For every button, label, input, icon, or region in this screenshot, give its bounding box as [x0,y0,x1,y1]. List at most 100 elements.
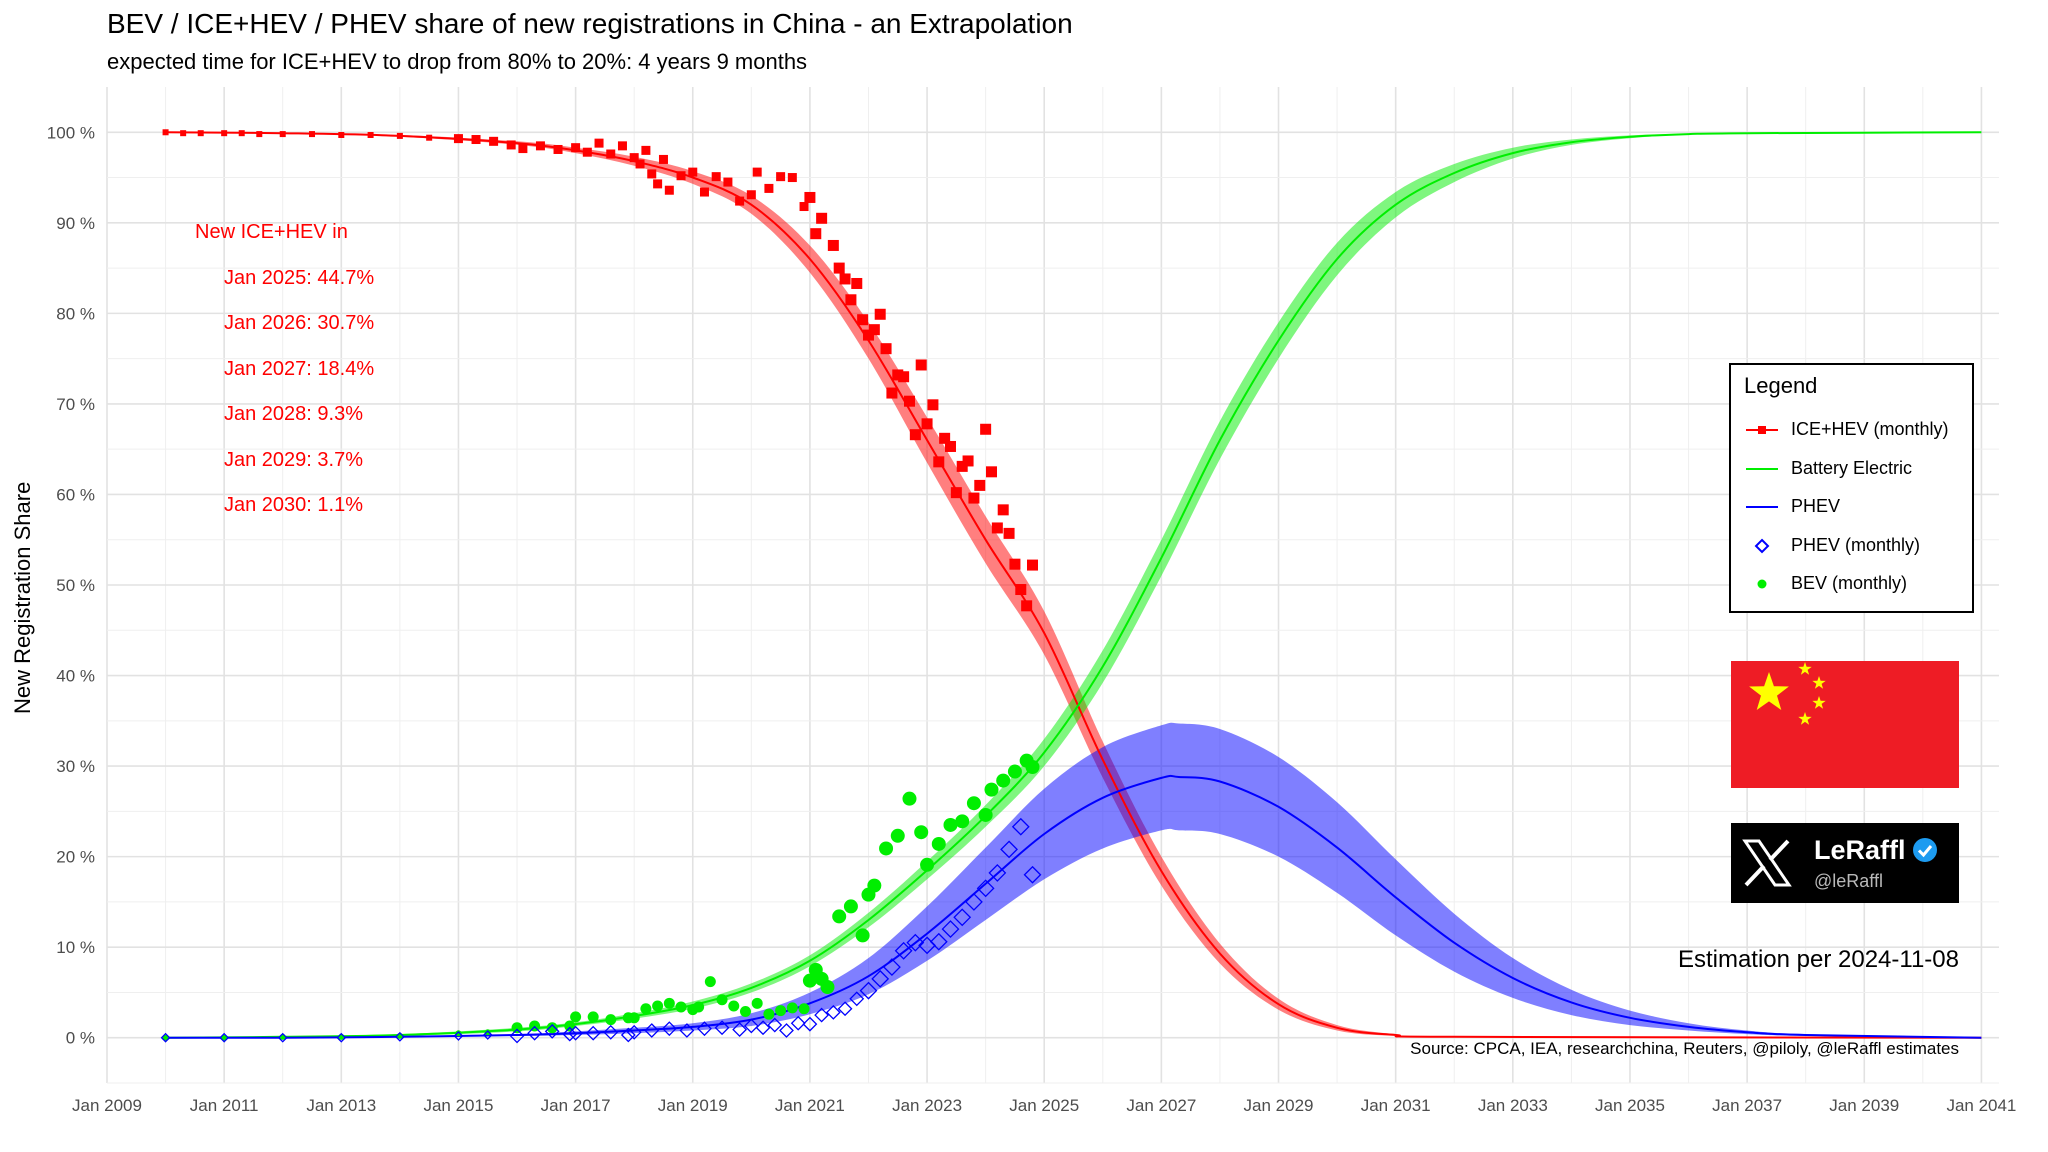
y-tick-label: 20 % [56,848,95,867]
phev-monthly-point [160,1032,171,1043]
phev-monthly-point [527,1025,543,1041]
phev-monthly-point [714,1020,730,1036]
bev-monthly-point [546,1022,558,1034]
phev-monthly-point [732,1022,748,1037]
phev-monthly-point [871,969,890,988]
phev-monthly-point [941,920,960,938]
ice-monthly-point [647,169,657,179]
ice-monthly-point [635,159,645,169]
ice-monthly-point [453,134,463,144]
x-tick-label: Jan 2011 [190,1096,259,1115]
x-tick-label: Jan 2029 [1244,1096,1314,1115]
phev-monthly-point [779,1023,794,1038]
ice-monthly-point [776,172,786,182]
legend-label: Battery Electric [1791,458,1913,478]
bev-monthly-point [820,980,835,995]
flag-star [1749,672,1789,710]
estimation-date: Estimation per 2024-11-08 [1677,946,1959,973]
bev-monthly-point [564,1020,576,1032]
phev-monthly-point [814,1007,830,1023]
phev-monthly-point [743,1018,759,1034]
ice-monthly-point [162,129,169,136]
ice-monthly-point [641,145,651,155]
ice-monthly-point [799,202,809,212]
ice-monthly-point [845,294,857,306]
phev-monthly-point [825,1004,841,1020]
ice-monthly-point [664,185,674,195]
ice-monthly-point [927,399,939,411]
bev-monthly-point [996,773,1011,788]
bev-monthly-point [716,994,728,1006]
ice-monthly-point [980,423,992,435]
phev-monthly-point [219,1032,230,1043]
y-axis-label: New Registration Share [10,481,35,714]
phev-monthly-point [802,1016,818,1032]
blue-diamond-icon [1754,538,1770,554]
ice-monthly-point [886,387,898,399]
bev-monthly-point [978,807,993,822]
badge-name: LeRaffl [1814,835,1906,865]
bev-monthly-point [739,1005,751,1017]
bev-monthly-point [867,878,882,893]
bev-monthly-point [890,828,905,843]
bev-monthly-point [728,1000,740,1012]
ice-monthly-point [309,131,316,138]
ice-monthly-point [1015,584,1027,596]
y-tick-label: 70 % [56,395,95,414]
ice-monthly-point [752,167,762,177]
blue-line-icon [1746,506,1778,508]
ice-monthly-point [606,149,616,159]
legend: Legend ICE+HEV (monthly) Battery Electri… [1729,363,1974,613]
ice-monthly-point [367,131,374,138]
ice-monthly-point [804,191,816,203]
verified-badge-icon [1913,838,1937,862]
x-tick-label: Jan 2031 [1361,1096,1431,1115]
ice-monthly-point [711,172,721,182]
ice-monthly-point [839,273,851,285]
phev-monthly-point [277,1032,288,1043]
bev-monthly-point [843,899,858,914]
phev-monthly-point [929,932,948,951]
bev-monthly-point [162,1034,169,1041]
phev-monthly-point [859,981,878,1000]
bev-monthly-point [798,1003,810,1015]
bev-monthly-point [914,825,929,840]
ice-monthly-point [658,154,668,164]
ice-monthly-point [1009,558,1021,570]
legend-label: PHEV (monthly) [1791,535,1921,555]
green-dot-icon [1757,579,1767,589]
annotation-heading: New ICE+HEV in [195,221,348,243]
bev-monthly-point [652,1000,664,1012]
bev-monthly-point [943,817,958,832]
x-tick-label: Jan 2027 [1126,1096,1196,1115]
phev-monthly-point [336,1032,347,1043]
phev-monthly-point [603,1024,619,1040]
flag-stars [1749,662,1826,725]
phev-monthly-point [767,1017,783,1033]
ice-monthly-point [1026,559,1038,571]
phev-monthly-point [837,1001,853,1017]
bev-monthly-point [640,1003,652,1015]
ice-monthly-point [653,179,663,189]
phev-monthly-point [790,1015,806,1031]
bev-monthly-point [628,1012,640,1024]
ice-monthly-point [950,487,962,499]
ice-monthly-point [506,140,516,150]
green-line-icon [1746,468,1778,470]
ice-monthly-point [827,239,839,251]
x-tick-label: Jan 2033 [1478,1096,1548,1115]
phev-monthly-point [544,1023,560,1039]
phev-fit-line [165,774,1982,1039]
x-tick-label: Jan 2037 [1712,1096,1782,1115]
x-tick-label: Jan 2019 [658,1096,728,1115]
source-note: Source: CPCA, IEA, researchchina, Reuter… [1410,1039,1959,1058]
ice-monthly-point [874,308,886,320]
bev-monthly-point [1025,759,1040,774]
badge-handle: @leRaffl [1814,871,1883,891]
x-tick-label: Jan 2041 [1946,1096,2016,1115]
x-logo-icon [1742,839,1792,887]
ice-monthly-point [688,167,698,177]
phev-monthly-point [626,1024,642,1040]
ice-monthly-point [764,183,774,193]
phev-monthly-point [1011,817,1030,836]
